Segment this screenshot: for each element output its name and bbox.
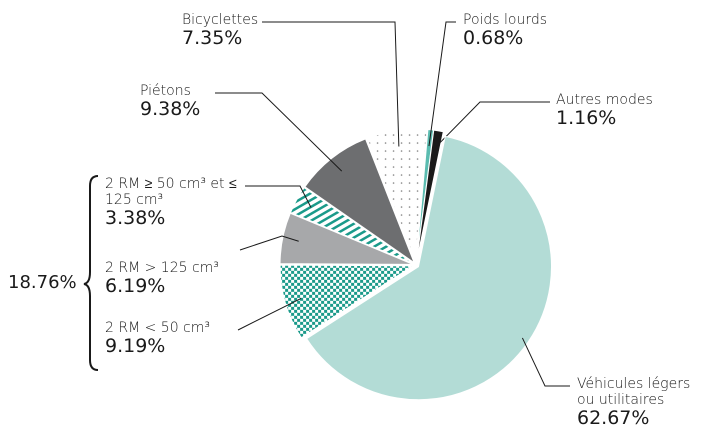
- category-name: Bicyclettes: [182, 12, 259, 28]
- category-name: Autres modes: [556, 92, 653, 108]
- pie-slice: [304, 138, 416, 264]
- pie-slice: [305, 135, 552, 401]
- group-annotation: 18.76%: [8, 272, 77, 293]
- leader-line: [262, 21, 400, 147]
- slice-label: Véhicules légers ou utilitaires 62.67%: [577, 376, 702, 430]
- category-name: Véhicules légers ou utilitaires: [577, 376, 691, 409]
- leader-line: [521, 337, 570, 387]
- value-label: 1.16%: [556, 107, 617, 130]
- category-name: 2 RM ≥ 50 cm³ et ≤ 125 cm³: [105, 176, 237, 209]
- value-label: 7.35%: [182, 27, 243, 50]
- value-label: 3.38%: [105, 207, 166, 230]
- category-name: 2 RM > 125 cm³: [105, 260, 219, 276]
- slice-label: Autres modes 1.16%: [556, 92, 676, 130]
- pie-slice: [416, 129, 444, 263]
- leader-line: [435, 101, 550, 148]
- value-label: 9.38%: [140, 98, 201, 121]
- slice-label: 2 RM > 125 cm³ 6.19%: [105, 260, 245, 298]
- leader-line: [239, 235, 299, 251]
- pie-slice: [279, 264, 415, 339]
- value-label: 6.19%: [105, 275, 166, 298]
- pie-slice: [366, 128, 428, 263]
- leader-line: [245, 185, 312, 208]
- category-name: Piétons: [140, 83, 191, 99]
- bracket: [83, 175, 99, 371]
- slice-label: Piétons 9.38%: [140, 83, 250, 121]
- slice-label: 2 RM < 50 cm³ 9.19%: [105, 320, 245, 358]
- slice-label: 2 RM ≥ 50 cm³ et ≤ 125 cm³ 3.38%: [105, 176, 245, 230]
- slice-label: Poids lourds 0.68%: [463, 12, 583, 50]
- leader-line: [237, 297, 302, 331]
- slice-label: Bicyclettes 7.35%: [182, 12, 292, 50]
- pie-slice: [279, 212, 414, 265]
- leader-line: [428, 21, 456, 147]
- value-label: 0.68%: [463, 27, 524, 50]
- category-name: Poids lourds: [463, 12, 548, 28]
- category-name: 2 RM < 50 cm³: [105, 320, 211, 336]
- pie-slice: [289, 187, 414, 265]
- leader-line: [215, 92, 343, 172]
- value-label: 9.19%: [105, 335, 166, 358]
- value-label: 62.67%: [577, 407, 650, 430]
